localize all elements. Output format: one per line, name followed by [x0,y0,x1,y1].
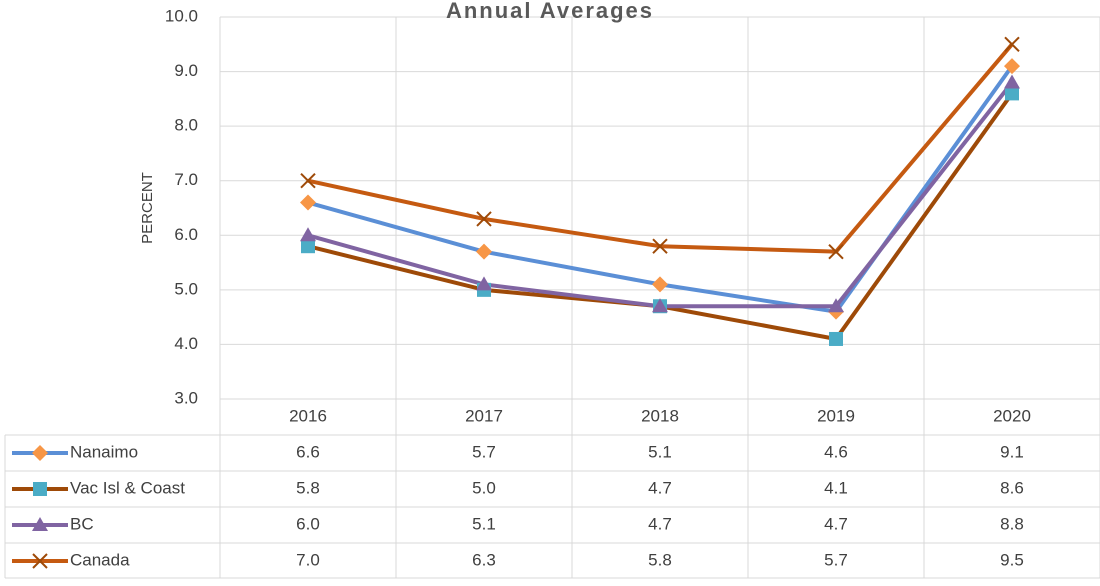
table-cell: 9.1 [1000,442,1024,461]
y-tick-label: 3.0 [174,388,198,407]
legend-label: Nanaimo [70,442,138,461]
table-cell: 4.1 [824,478,848,497]
table-cell: 6.3 [472,550,496,569]
table-cell: 5.8 [296,478,320,497]
x-tick-label: 2017 [465,406,503,425]
table-cell: 4.7 [648,514,672,533]
legend-marker [33,482,47,496]
chart-title: Annual Averages [446,0,654,23]
marker [652,238,668,254]
table-cell: 4.6 [824,442,848,461]
marker [300,173,316,189]
marker [476,276,492,291]
marker [652,276,668,293]
marker [1004,74,1020,89]
marker [476,243,492,260]
legend-marker [32,517,48,531]
y-tick-label: 5.0 [174,279,198,298]
x-tick-label: 2019 [817,406,855,425]
marker [828,243,844,260]
legend-label: Vac Isl & Coast [70,478,185,497]
marker [1004,58,1020,75]
marker [301,239,315,254]
series-line [307,42,1014,254]
table-cell: 4.7 [648,478,672,497]
y-tick-label: 6.0 [174,225,198,244]
table-cell: 5.7 [472,442,496,461]
y-tick-label: 10.0 [165,6,198,25]
y-tick-label: 4.0 [174,334,198,353]
marker [652,298,668,313]
marker [300,227,316,242]
legend-marker [32,553,48,569]
table-cell: 5.8 [648,550,672,569]
legend-label: Canada [70,550,130,569]
marker [828,298,844,313]
table-cell: 9.5 [1000,550,1024,569]
table-cell: 7.0 [296,550,320,569]
table-cell: 6.6 [296,442,320,461]
x-tick-label: 2018 [641,406,679,425]
table-cell: 5.1 [648,442,672,461]
y-axis-label: PERCENT [139,172,156,244]
series-line [307,64,1014,314]
marker [476,211,492,227]
marker [829,331,843,346]
table-cell: 5.7 [824,550,848,569]
marker [1004,36,1020,52]
legend-label: BC [70,514,94,533]
y-tick-label: 7.0 [174,170,198,189]
x-tick-label: 2020 [993,406,1031,425]
x-tick-label: 2016 [289,406,327,425]
table-cell: 6.0 [296,514,320,533]
marker [1005,86,1019,101]
table-cell: 5.1 [472,514,496,533]
y-tick-label: 9.0 [174,61,198,80]
legend-marker [32,445,48,461]
table-cell: 8.8 [1000,514,1024,533]
table-cell: 4.7 [824,514,848,533]
marker [300,194,316,211]
table-cell: 5.0 [472,478,496,497]
table-cell: 8.6 [1000,478,1024,497]
y-tick-label: 8.0 [174,116,198,135]
